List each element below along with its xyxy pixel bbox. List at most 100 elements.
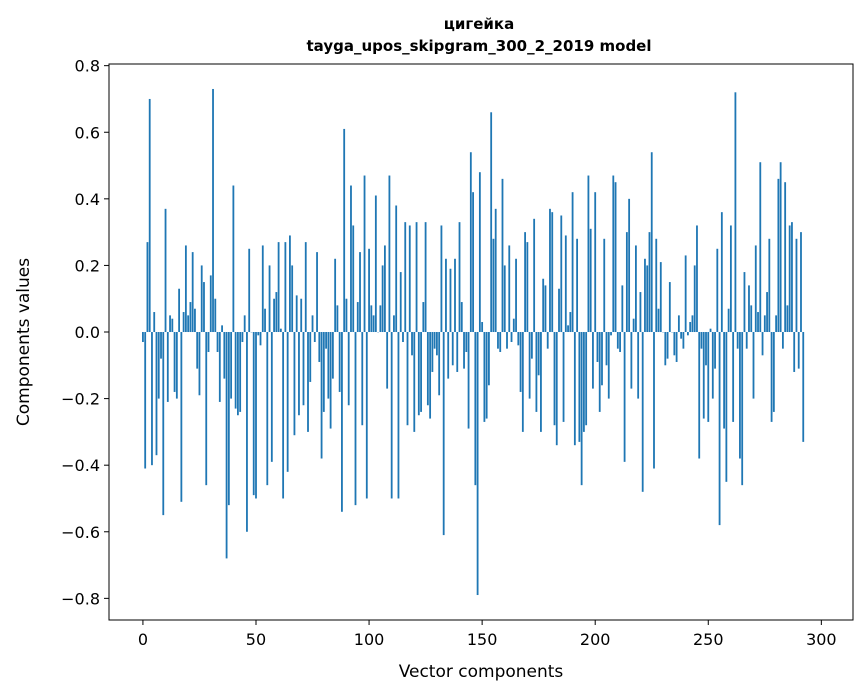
bar-105 (379, 305, 381, 332)
bar-50 (255, 332, 257, 498)
y-axis-label: Components values (14, 258, 34, 426)
bar-206 (608, 332, 610, 399)
bar-174 (536, 332, 538, 412)
bar-139 (456, 332, 458, 372)
bar-94 (355, 332, 357, 505)
y-tick-label-2: −0.4 (61, 456, 100, 475)
bar-222 (644, 259, 646, 332)
bar-146 (472, 192, 474, 332)
bar-275 (764, 315, 766, 332)
bar-69 (298, 332, 300, 415)
bar-73 (307, 332, 309, 432)
bar-5 (153, 312, 155, 332)
bar-103 (375, 196, 377, 333)
bar-207 (610, 332, 612, 335)
bar-158 (499, 332, 501, 352)
bar-264 (739, 332, 741, 459)
bar-27 (203, 282, 205, 332)
bar-214 (626, 232, 628, 332)
x-tick-label-150: 150 (467, 630, 498, 649)
bar-117 (407, 332, 409, 425)
bar-216 (630, 332, 632, 389)
bar-8 (160, 332, 162, 359)
bar-213 (624, 332, 626, 462)
bar-228 (658, 309, 660, 332)
bar-218 (635, 245, 637, 332)
bars-group (142, 89, 804, 595)
bar-133 (443, 332, 445, 535)
bar-64 (287, 332, 289, 472)
bar-53 (262, 245, 264, 332)
bar-6 (156, 332, 158, 455)
bar-260 (730, 225, 732, 332)
x-tick-label-100: 100 (354, 630, 385, 649)
bar-75 (312, 315, 314, 332)
bar-269 (750, 305, 752, 332)
chart-title: цигейка (444, 15, 514, 33)
bar-128 (431, 332, 433, 372)
x-tick-label-0: 0 (138, 630, 148, 649)
bar-55 (266, 332, 268, 485)
bar-192 (576, 239, 578, 332)
bar-147 (474, 332, 476, 485)
bar-161 (506, 332, 508, 349)
bar-217 (633, 319, 635, 332)
bar-198 (590, 229, 592, 332)
bar-166 (517, 332, 519, 345)
bar-78 (318, 332, 320, 362)
bar-30 (210, 275, 212, 332)
bar-24 (196, 332, 198, 369)
bar-16 (178, 289, 180, 332)
bar-203 (601, 332, 603, 385)
bar-205 (606, 332, 608, 365)
bar-34 (219, 332, 221, 402)
bar-287 (791, 222, 793, 332)
bar-256 (721, 212, 723, 332)
bar-179 (547, 332, 549, 349)
x-tick-label-200: 200 (580, 630, 611, 649)
bar-283 (782, 332, 784, 349)
bar-97 (361, 332, 363, 425)
bar-107 (384, 245, 386, 332)
bar-120 (413, 332, 415, 432)
bar-212 (621, 285, 623, 332)
bar-108 (386, 332, 388, 389)
bar-10 (165, 209, 167, 332)
bar-155 (493, 239, 495, 332)
bar-83 (330, 332, 332, 429)
bar-263 (737, 332, 739, 349)
bar-124 (422, 302, 424, 332)
bar-17 (180, 332, 182, 502)
bar-76 (314, 332, 316, 342)
bar-176 (540, 332, 542, 432)
bar-238 (680, 332, 682, 339)
bar-271 (755, 245, 757, 332)
bar-209 (615, 182, 617, 332)
bar-288 (793, 332, 795, 372)
bar-184 (558, 289, 560, 332)
bar-28 (205, 332, 207, 485)
bar-60 (278, 242, 280, 332)
bar-282 (780, 162, 782, 332)
bar-249 (705, 332, 707, 365)
bar-80 (323, 332, 325, 412)
bar-182 (554, 332, 556, 425)
y-tick-label-6: 0.4 (75, 190, 100, 209)
bar-57 (271, 332, 273, 462)
bar-100 (368, 249, 370, 332)
bar-119 (411, 332, 413, 355)
bar-132 (441, 225, 443, 332)
bar-265 (741, 332, 743, 485)
bar-12 (169, 315, 171, 332)
bar-189 (569, 312, 571, 332)
bar-239 (682, 332, 684, 349)
bar-270 (753, 332, 755, 399)
x-tick-label-50: 50 (246, 630, 266, 649)
bar-46 (246, 332, 248, 532)
bar-137 (452, 332, 454, 365)
bar-150 (481, 322, 483, 332)
bar-165 (515, 259, 517, 332)
bar-159 (502, 179, 504, 332)
bar-258 (725, 332, 727, 482)
